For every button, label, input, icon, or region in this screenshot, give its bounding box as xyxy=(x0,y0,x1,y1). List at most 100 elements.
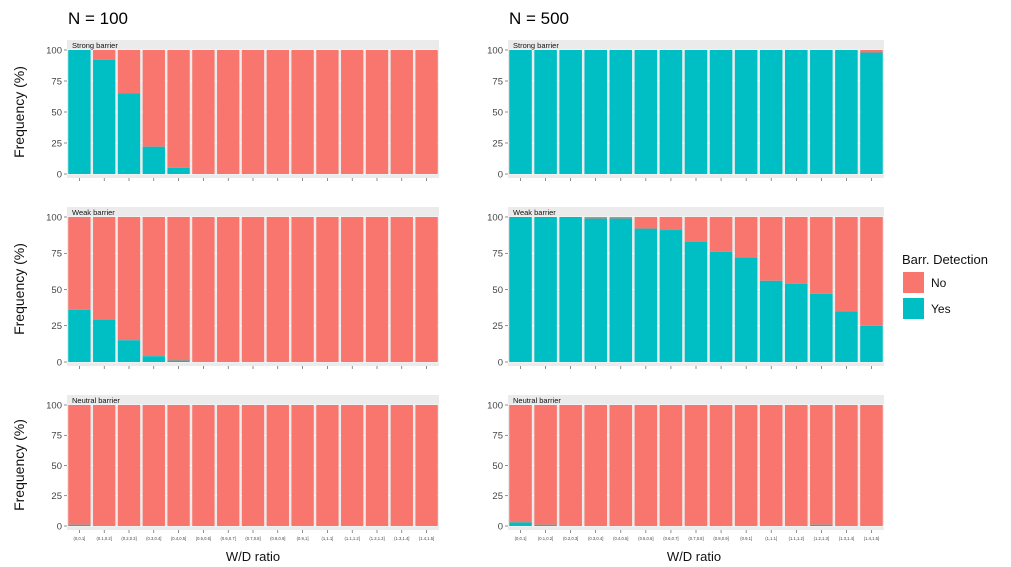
y-tick-label: 50 xyxy=(492,107,503,118)
bar-no xyxy=(341,217,364,362)
bar-no xyxy=(709,405,733,526)
bar-yes xyxy=(559,50,582,174)
bar-yes xyxy=(709,251,733,362)
y-tick-label: 25 xyxy=(51,321,62,332)
bar-yes xyxy=(659,50,683,174)
y-axis-label-row-3: Frequency (%) xyxy=(11,419,27,511)
bar-yes xyxy=(634,50,658,174)
x-tick-label: (1.4,1.5] xyxy=(419,536,434,541)
bar-no xyxy=(390,405,413,526)
legend-title: Barr. Detection xyxy=(902,252,988,267)
bar-no xyxy=(316,50,339,174)
bar-no xyxy=(659,217,683,231)
bar-yes xyxy=(117,340,141,362)
bar-yes xyxy=(68,524,91,526)
x-tick-label: (0.5,0.6] xyxy=(196,536,211,541)
y-tick-label: 25 xyxy=(51,491,62,502)
bar-no xyxy=(117,217,141,341)
bar-no xyxy=(68,405,91,525)
bar-no xyxy=(316,217,339,362)
bar-no xyxy=(684,217,708,242)
bar-yes xyxy=(784,50,808,174)
y-tick-label: 50 xyxy=(492,461,503,472)
legend-label-yes: Yes xyxy=(931,302,951,316)
y-tick-label: 75 xyxy=(51,431,62,442)
x-tick-label: (0.8,0.9] xyxy=(713,536,728,541)
y-tick-label: 0 xyxy=(57,357,62,368)
bar-yes xyxy=(167,167,190,174)
x-tick-label: (0.9,1] xyxy=(297,536,309,541)
y-tick-label: 100 xyxy=(487,400,503,411)
y-tick-label: 100 xyxy=(46,212,62,223)
bar-no xyxy=(266,405,289,526)
bar-no xyxy=(365,405,389,526)
bar-no xyxy=(341,405,364,526)
bar-yes xyxy=(584,50,608,174)
y-tick-label: 75 xyxy=(492,431,503,442)
x-tick-label: (0.6,0.7] xyxy=(663,536,678,541)
bar-no xyxy=(860,217,883,326)
bar-no xyxy=(835,405,858,526)
bar-no xyxy=(415,405,438,526)
bar-yes xyxy=(584,218,608,362)
bar-no xyxy=(534,405,557,525)
bar-no xyxy=(559,405,582,526)
y-tick-label: 0 xyxy=(57,521,62,532)
y-tick-label: 0 xyxy=(498,169,503,180)
bar-no xyxy=(659,405,683,526)
bar-no xyxy=(860,50,883,53)
panel-n500-weak: Weak barrier 0 25 50 75 100 xyxy=(487,207,884,369)
bar-yes xyxy=(142,146,165,174)
bar-yes xyxy=(93,319,116,362)
bar-yes xyxy=(117,93,141,174)
legend-swatch-yes xyxy=(903,298,924,319)
y-tick-label: 0 xyxy=(498,357,503,368)
bar-no xyxy=(316,405,339,526)
bar-no xyxy=(609,405,633,526)
x-axis-label-right: W/D ratio xyxy=(667,549,721,564)
x-axis-label-left: W/D ratio xyxy=(226,549,280,564)
bar-no xyxy=(142,405,165,526)
bar-yes xyxy=(534,50,557,174)
bar-yes xyxy=(684,50,708,174)
bar-yes xyxy=(609,50,633,174)
bar-yes xyxy=(684,241,708,362)
bar-yes xyxy=(784,283,808,362)
bar-no xyxy=(217,217,240,362)
bar-yes xyxy=(509,217,532,362)
bar-no xyxy=(291,50,314,174)
bar-yes xyxy=(68,50,91,174)
y-axis-label-row-1: Frequency (%) xyxy=(11,66,27,158)
bar-no xyxy=(810,405,833,525)
panel-strip-label: Neutral barrier xyxy=(513,396,561,405)
bar-no xyxy=(266,50,289,174)
bar-no xyxy=(709,217,733,252)
bar-no xyxy=(192,50,215,174)
y-tick-label: 50 xyxy=(51,461,62,472)
bar-yes xyxy=(759,280,783,362)
bar-no xyxy=(217,405,240,526)
panel-strip-label: Neutral barrier xyxy=(72,396,120,405)
panel-n500-strong: Strong barrier 0 25 50 75 100 xyxy=(487,40,884,181)
x-tick-label: (0.3,0.4] xyxy=(146,536,161,541)
y-tick-label: 75 xyxy=(51,249,62,260)
y-tick-label: 25 xyxy=(492,138,503,149)
y-tick-label: 75 xyxy=(492,249,503,260)
bar-yes xyxy=(860,52,883,175)
x-tick-label: (1.3,1.4] xyxy=(839,536,854,541)
column-title-n500: N = 500 xyxy=(509,9,569,28)
x-tick-label: (0.5,0.6] xyxy=(638,536,653,541)
x-tick-label: (0,0.1] xyxy=(73,536,85,541)
bar-no xyxy=(241,217,265,362)
x-tick-label: (0.3,0.4] xyxy=(588,536,603,541)
bar-no xyxy=(142,217,165,357)
bar-yes xyxy=(659,230,683,362)
panel-strip-label: Strong barrier xyxy=(513,41,559,50)
y-tick-label: 0 xyxy=(57,169,62,180)
bar-no xyxy=(734,217,758,258)
panel-n100-weak: Weak barrier 0 25 50 75 100 xyxy=(46,207,439,369)
bar-no xyxy=(509,405,532,523)
legend: Barr. Detection No Yes xyxy=(902,252,988,319)
bar-yes xyxy=(534,524,557,526)
